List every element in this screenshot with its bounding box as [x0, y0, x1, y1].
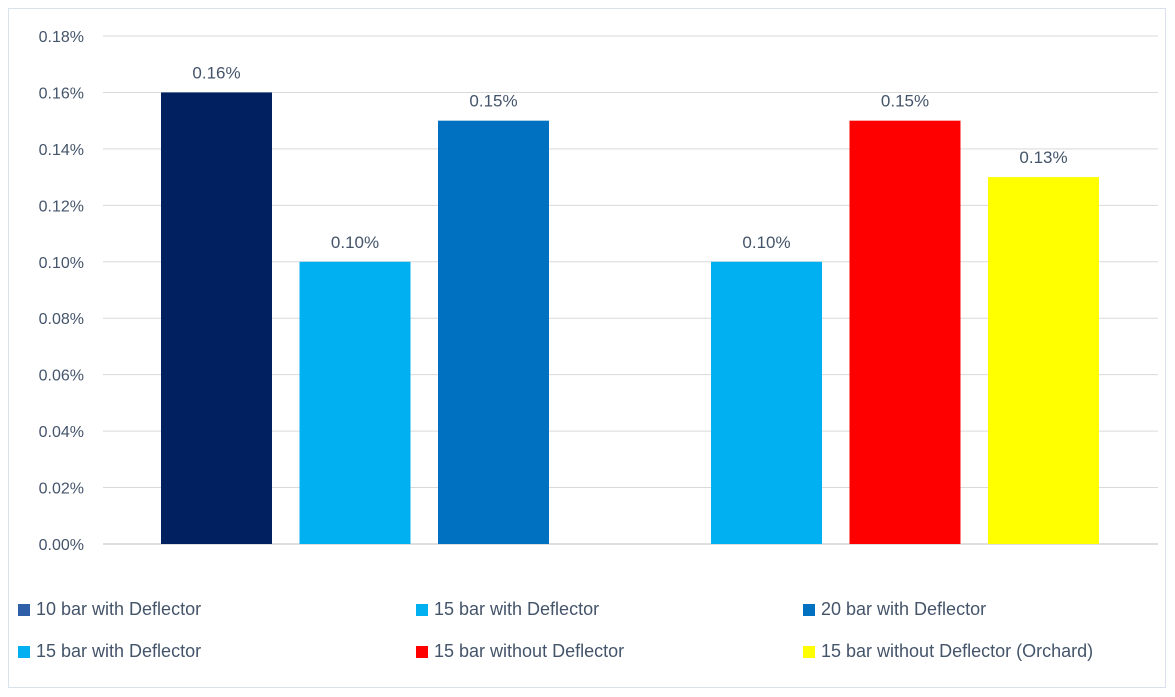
bar-data-label: 0.13% [1019, 148, 1067, 167]
bar-data-label: 0.15% [881, 92, 929, 111]
bar-data-label: 0.16% [192, 63, 240, 82]
y-tick-label: 0.14% [39, 142, 84, 159]
bar [711, 261, 822, 544]
y-tick-label: 0.18% [39, 29, 84, 46]
y-tick-label: 0.06% [39, 368, 84, 385]
bar-data-label: 0.10% [331, 233, 379, 252]
bar [161, 92, 272, 544]
y-tick-label: 0.04% [39, 424, 84, 441]
bar [438, 120, 549, 545]
y-tick-label: 0.00% [39, 537, 84, 554]
y-tick-label: 0.08% [39, 311, 84, 328]
bar [988, 177, 1099, 544]
bar-data-label: 0.10% [742, 233, 790, 252]
y-tick-label: 0.12% [39, 198, 84, 215]
bar [849, 120, 961, 545]
bar [299, 261, 411, 544]
bar-data-label: 0.15% [469, 92, 517, 111]
y-tick-label: 0.16% [39, 85, 84, 102]
y-tick-label: 0.10% [39, 255, 84, 272]
y-tick-label: 0.02% [39, 481, 84, 498]
chart-frame [8, 8, 1166, 688]
